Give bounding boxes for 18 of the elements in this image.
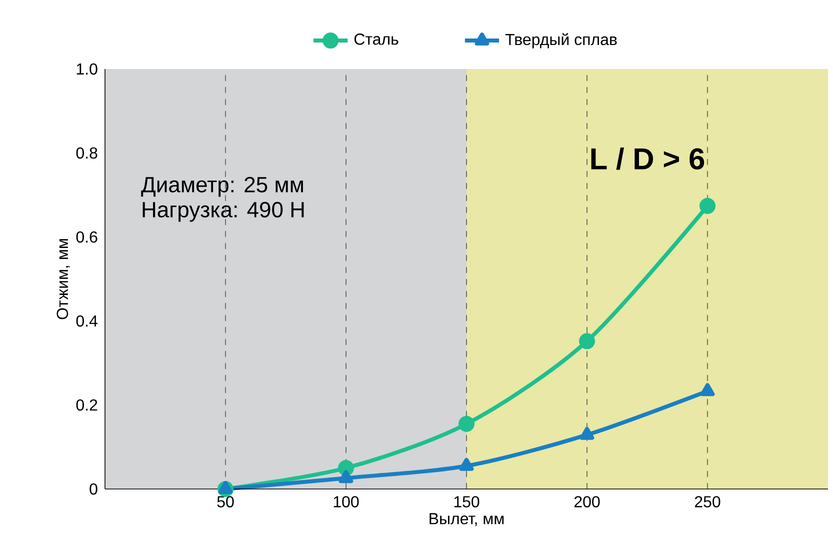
x-tick-label: 100 bbox=[334, 496, 359, 508]
annotation: Нагрузка: 490 Н bbox=[142, 202, 304, 222]
x-tick-label: 250 bbox=[694, 496, 720, 508]
x-tick-label: 150 bbox=[454, 496, 480, 508]
band-label: L / D > 6 bbox=[591, 147, 704, 170]
y-tick-label: 0.4 bbox=[76, 315, 98, 327]
x-tick-label: 200 bbox=[574, 496, 600, 508]
y-axis-title: Отжим, мм bbox=[56, 239, 70, 320]
x-axis-title: Вылет, мм bbox=[430, 513, 504, 526]
x-tick-label: 50 bbox=[217, 496, 234, 508]
y-tick-label: 0.2 bbox=[76, 399, 98, 411]
legend-label: Сталь bbox=[354, 33, 398, 45]
y-tick-label: 0.8 bbox=[76, 147, 98, 159]
y-tick-label: 0.6 bbox=[76, 231, 98, 243]
legend-label: Твердый сплав bbox=[505, 33, 617, 48]
y-tick-label: 0 bbox=[90, 483, 98, 495]
y-tick-label: 1.0 bbox=[76, 63, 98, 75]
annotation: Диаметр: 25 мм bbox=[141, 176, 303, 197]
